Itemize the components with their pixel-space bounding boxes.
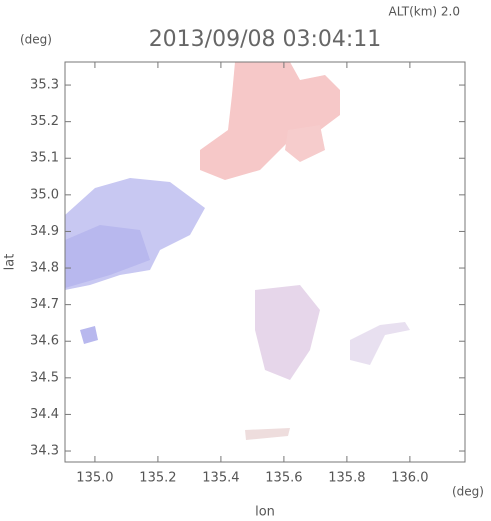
x-unit: (deg) (452, 485, 484, 499)
y-axis-label: lat (3, 254, 18, 271)
y-tick-label: 34.6 (30, 334, 59, 349)
echo-field (65, 62, 410, 440)
y-tick-label: 34.5 (30, 370, 59, 385)
y-tick-label: 35.2 (30, 114, 59, 129)
x-tick-label: 136.0 (391, 471, 428, 486)
y-tick-label: 35.1 (30, 151, 59, 166)
x-tick-label: 135.8 (328, 471, 365, 486)
chart-subtitle: ALT(km) 2.0 (389, 5, 460, 19)
y-tick-label: 34.9 (30, 224, 59, 239)
y-tick-label: 34.3 (30, 444, 59, 459)
y-tick-label: 34.8 (30, 261, 59, 276)
y-tick-label: 35.3 (30, 78, 59, 93)
x-tick-label: 135.6 (265, 471, 302, 486)
y-unit: (deg) (20, 33, 52, 47)
x-tick-label: 135.2 (139, 471, 176, 486)
plot-frame (64, 61, 466, 463)
y-tick-label: 34.7 (30, 297, 59, 312)
y-tick-label: 35.0 (30, 187, 59, 202)
x-tick-label: 135.4 (202, 471, 239, 486)
chart-title: 2013/09/08 03:04:11 (149, 27, 382, 52)
x-axis-label: lon (255, 505, 275, 520)
y-tick-label: 34.4 (30, 407, 59, 422)
x-tick-label: 135.0 (76, 471, 113, 486)
